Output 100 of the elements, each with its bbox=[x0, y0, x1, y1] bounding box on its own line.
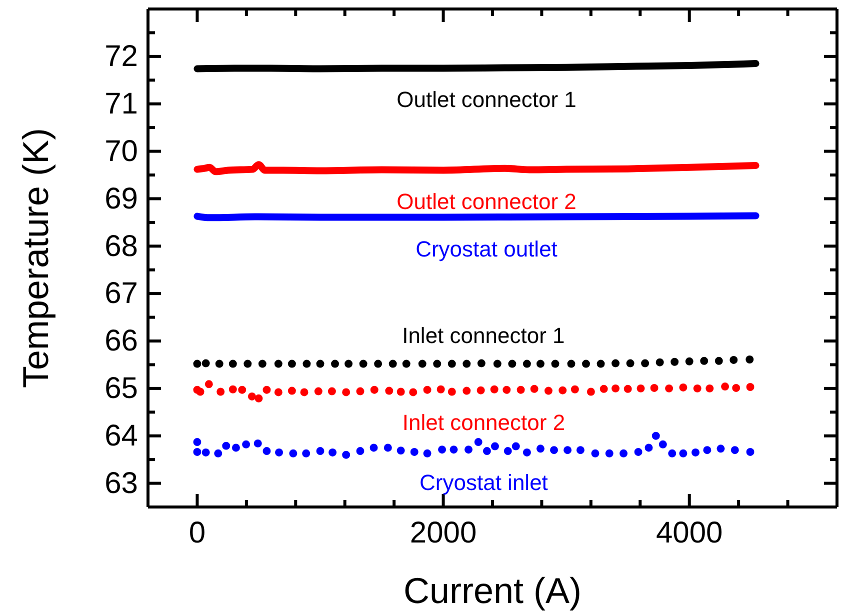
point bbox=[314, 387, 322, 396]
point bbox=[476, 386, 485, 394]
point bbox=[656, 358, 664, 366]
point bbox=[516, 386, 525, 394]
y-tick-label: 68 bbox=[104, 230, 138, 263]
x-axis-title: Current (A) bbox=[403, 570, 582, 611]
point bbox=[576, 446, 584, 454]
point bbox=[670, 358, 679, 366]
point bbox=[600, 384, 608, 393]
point bbox=[605, 449, 614, 458]
point bbox=[462, 360, 471, 368]
point bbox=[328, 387, 336, 396]
y-tick-label: 63 bbox=[104, 466, 138, 500]
point bbox=[730, 446, 739, 454]
point bbox=[522, 448, 531, 456]
point bbox=[564, 446, 572, 454]
point bbox=[238, 386, 246, 394]
point bbox=[551, 360, 560, 368]
point bbox=[214, 449, 222, 458]
point bbox=[423, 449, 432, 458]
point bbox=[490, 385, 498, 394]
point bbox=[193, 360, 202, 368]
point bbox=[328, 448, 337, 456]
point bbox=[567, 360, 576, 368]
point bbox=[512, 442, 520, 450]
point bbox=[342, 450, 350, 459]
point bbox=[652, 432, 660, 440]
series-label: Outlet connector 1 bbox=[396, 87, 576, 112]
point bbox=[530, 384, 538, 393]
point bbox=[254, 439, 262, 448]
point bbox=[316, 447, 324, 456]
point bbox=[502, 386, 511, 394]
point bbox=[732, 384, 740, 392]
point bbox=[370, 444, 378, 452]
point bbox=[302, 360, 311, 368]
point bbox=[232, 444, 240, 452]
series-label: Cryostat outlet bbox=[416, 236, 558, 262]
point bbox=[477, 359, 486, 368]
y-tick-label: 66 bbox=[104, 324, 138, 358]
series-label: Inlet connector 1 bbox=[402, 323, 565, 348]
point bbox=[436, 385, 445, 394]
point bbox=[685, 357, 694, 366]
point bbox=[193, 438, 202, 446]
point bbox=[544, 386, 552, 395]
point bbox=[482, 447, 491, 456]
point bbox=[714, 356, 723, 365]
point bbox=[409, 388, 418, 396]
y-tick-label: 71 bbox=[104, 87, 138, 120]
point bbox=[254, 394, 263, 402]
point bbox=[464, 446, 472, 454]
point bbox=[586, 388, 595, 396]
x-tick-label: 2000 bbox=[410, 516, 477, 550]
point bbox=[374, 360, 382, 368]
point bbox=[596, 360, 605, 368]
point bbox=[570, 385, 579, 394]
point bbox=[746, 383, 754, 391]
y-tick-label: 67 bbox=[104, 277, 138, 310]
point bbox=[438, 446, 446, 454]
point bbox=[396, 388, 405, 396]
point bbox=[493, 360, 502, 368]
point bbox=[300, 388, 308, 396]
point bbox=[242, 440, 250, 448]
point bbox=[433, 360, 442, 368]
point bbox=[644, 444, 653, 452]
series-label: Inlet connector 2 bbox=[402, 410, 566, 436]
point bbox=[721, 382, 730, 391]
point bbox=[700, 356, 708, 365]
point bbox=[558, 386, 567, 394]
point bbox=[668, 449, 676, 458]
point bbox=[650, 384, 658, 392]
point bbox=[418, 360, 426, 368]
y-tick-label: 64 bbox=[104, 419, 138, 452]
point bbox=[288, 386, 296, 395]
point bbox=[474, 438, 482, 446]
point bbox=[624, 384, 632, 393]
point bbox=[508, 360, 516, 368]
y-tick-label: 69 bbox=[104, 182, 138, 216]
point bbox=[302, 449, 310, 458]
point bbox=[634, 448, 642, 456]
point bbox=[450, 446, 458, 454]
point bbox=[620, 449, 628, 458]
point bbox=[716, 444, 725, 453]
point bbox=[746, 448, 754, 456]
point bbox=[356, 387, 364, 396]
point bbox=[641, 359, 650, 368]
point bbox=[490, 442, 499, 450]
point bbox=[215, 360, 224, 368]
point bbox=[288, 360, 296, 368]
point bbox=[244, 360, 252, 368]
x-tick-label: 0 bbox=[188, 516, 206, 550]
point bbox=[665, 384, 674, 392]
point bbox=[370, 386, 378, 394]
point bbox=[204, 380, 213, 388]
point bbox=[359, 360, 368, 368]
point bbox=[706, 384, 714, 392]
point bbox=[636, 384, 645, 392]
point bbox=[289, 449, 298, 458]
point bbox=[626, 359, 634, 368]
point bbox=[222, 442, 230, 450]
point bbox=[385, 386, 394, 395]
